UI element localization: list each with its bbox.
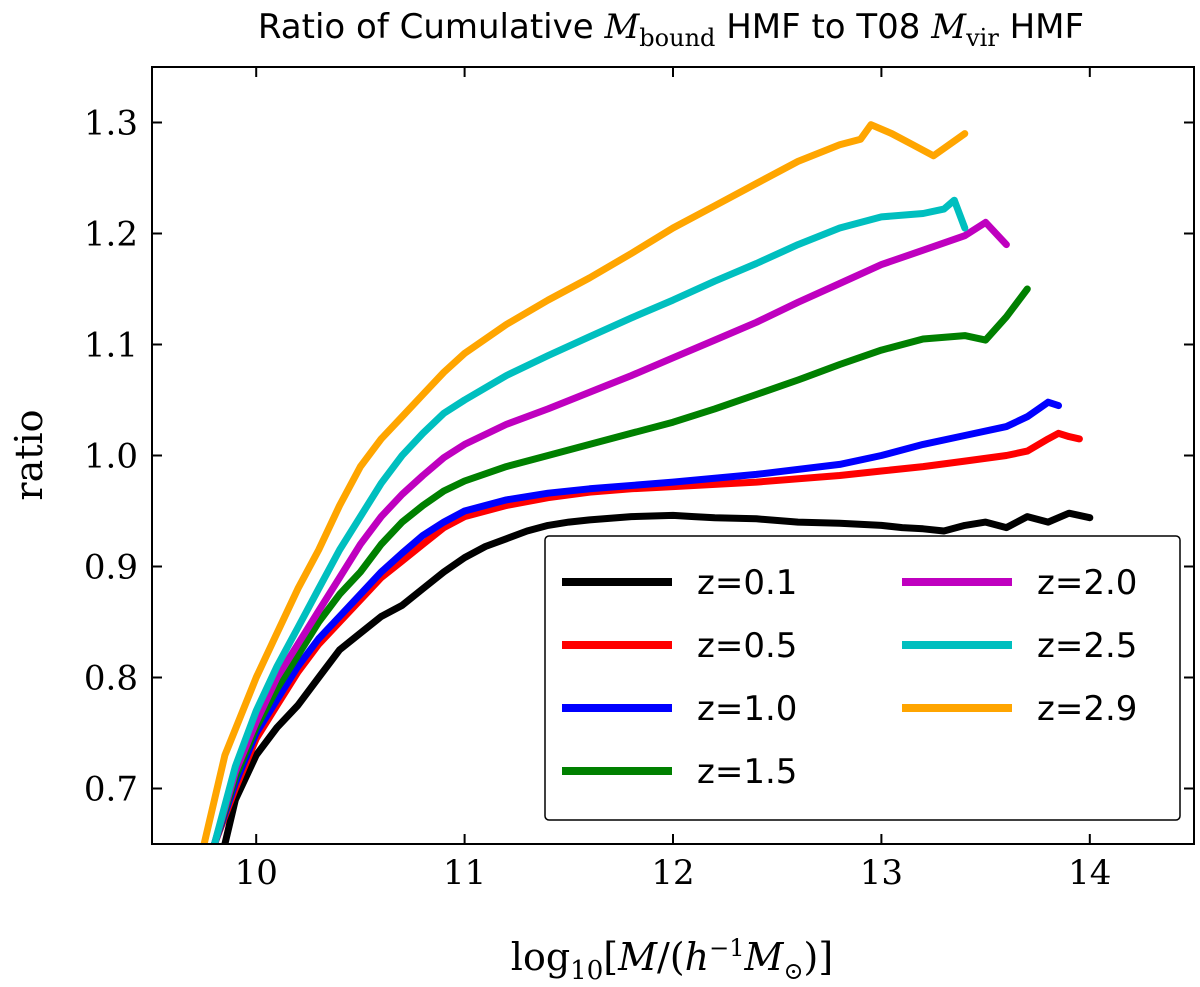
legend-label: z=0.5 xyxy=(697,626,797,666)
y-tick-label: 1.3 xyxy=(84,104,138,144)
y-tick-label: 0.9 xyxy=(84,548,138,588)
x-tick-label: 10 xyxy=(235,853,278,893)
series-line-z=1.5 xyxy=(211,285,1031,844)
series-line-z=2.0 xyxy=(211,218,1010,844)
legend-label: z=2.5 xyxy=(1037,626,1137,666)
x-tick-label: 12 xyxy=(651,853,694,893)
x-tick-label: 14 xyxy=(1068,853,1111,893)
legend-box xyxy=(544,535,1181,821)
x-tick-label: 11 xyxy=(443,853,486,893)
series-line-z=2.9 xyxy=(200,121,969,844)
chart-title: Ratio of Cumulative Mbound HMF to T08 Mv… xyxy=(258,7,1084,52)
x-axis-label: log10[M/(h−1M⊙)] xyxy=(511,934,833,986)
series-line-z=2.5 xyxy=(211,196,969,844)
legend: z=0.1 z=0.5 z=1.0 z=1.5 z=2.0 z=2.5 z=2.9 xyxy=(544,535,1181,821)
y-tick-label: 1.1 xyxy=(84,326,138,366)
legend-label: z=1.0 xyxy=(697,689,797,729)
y-tick-label: 0.8 xyxy=(84,659,138,699)
y-tick-label: 1.0 xyxy=(84,437,138,477)
legend-label: z=2.0 xyxy=(1037,563,1137,603)
legend-label: z=2.9 xyxy=(1037,689,1137,729)
series-line-z=1.0 xyxy=(211,398,1062,844)
ticks-layer: 10 11 12 13 14 0.7 0.8 0.9 1.0 1.1 1.2 1.3 xyxy=(84,67,1194,893)
series-line-z=0.1 xyxy=(221,509,1094,844)
y-tick-label: 0.7 xyxy=(84,770,138,810)
series-layer xyxy=(200,121,1094,844)
y-axis-label: ratio xyxy=(7,409,51,500)
x-tick-label: 13 xyxy=(860,853,903,893)
y-tick-label: 1.2 xyxy=(84,215,138,255)
legend-label: z=0.1 xyxy=(697,563,797,603)
legend-label: z=1.5 xyxy=(697,752,797,792)
